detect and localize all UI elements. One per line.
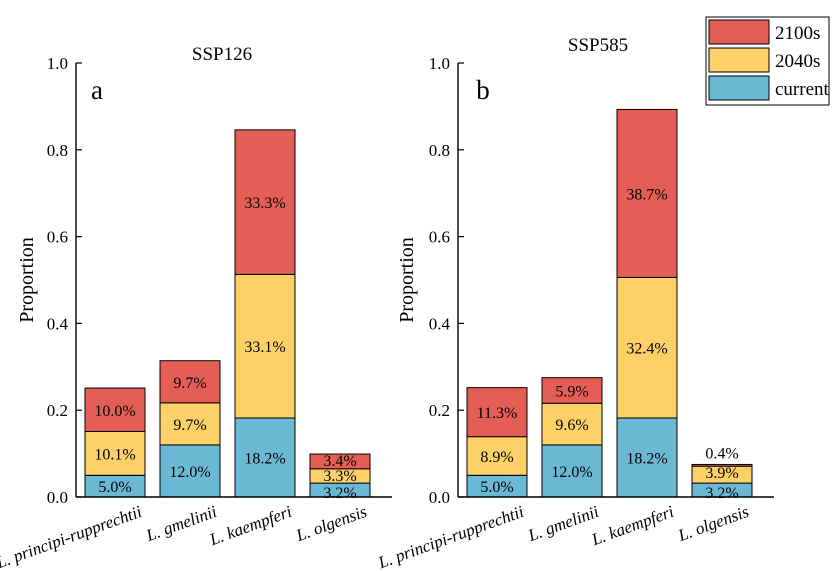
bar-current [234, 417, 296, 498]
y-axis-title: Proportion [16, 237, 38, 323]
bar-2040s [541, 402, 603, 446]
bar-current [541, 444, 603, 498]
bar-current [616, 417, 678, 498]
panel-title: SSP126 [192, 44, 252, 65]
data-label-2100s: 11.3% [477, 405, 518, 422]
data-label-2040s: 33.1% [244, 339, 285, 356]
data-label-2040s: 3.9% [705, 465, 738, 482]
bar-2100s [691, 463, 753, 467]
y-tick-label: 0.2 [429, 401, 450, 420]
legend-swatch-2040s [708, 47, 770, 73]
data-label-current: 5.0% [480, 479, 513, 496]
data-label-2100s: 33.3% [244, 195, 285, 212]
x-category-label: L. kaempferi [588, 502, 676, 550]
data-label-2040s: 32.4% [626, 341, 667, 358]
data-label-current: 12.0% [551, 464, 592, 481]
y-tick-label: 0.4 [47, 314, 69, 333]
y-tick-label: 0.8 [429, 141, 450, 160]
y-tick-label: 0.8 [47, 141, 68, 160]
panel-title: SSP585 [568, 35, 628, 56]
data-label-2040s: 9.6% [555, 417, 588, 434]
data-label-2100s: 10.0% [94, 403, 135, 420]
data-label-current: 3.2% [705, 485, 738, 502]
y-axis-title: Proportion [396, 237, 418, 323]
data-label-2100s: 3.4% [323, 453, 356, 470]
bar-2040s [84, 430, 146, 476]
y-tick-label: 0.0 [47, 488, 68, 507]
y-tick-label: 0.2 [47, 401, 68, 420]
bar-2100s [234, 129, 296, 275]
bar-2100s [84, 387, 146, 432]
y-tick-label: 0.6 [47, 228, 68, 247]
legend-label-current: current [775, 79, 830, 100]
y-tick-label: 0.4 [429, 314, 451, 333]
x-category-label: L. principi-rupprechtii [375, 502, 527, 571]
data-label-2040s: 3.3% [323, 468, 356, 485]
legend-swatch-2100s [708, 19, 770, 45]
data-label-2100s: 9.7% [173, 375, 206, 392]
y-tick-label: 0.6 [429, 228, 450, 247]
data-label-current: 5.0% [98, 479, 131, 496]
legend-label-2040s: 2040s [775, 51, 820, 72]
x-category-label: L. gmelinii [143, 502, 220, 545]
data-label-2100s: 38.7% [626, 186, 667, 203]
x-category-label: L. gmelinii [525, 502, 602, 545]
bar-2100s [541, 377, 603, 404]
data-label-2040s: 8.9% [480, 449, 513, 466]
data-label-2040s: 9.7% [173, 417, 206, 434]
data-label-2040s: 10.1% [94, 446, 135, 463]
legend-label-2100s: 2100s [775, 23, 820, 44]
data-label-current: 18.2% [626, 451, 667, 468]
bar-2100s [466, 387, 528, 438]
y-tick-label: 1.0 [47, 54, 68, 73]
bar-2040s [159, 402, 221, 446]
data-label-current: 12.0% [169, 464, 210, 481]
y-tick-label: 0.0 [429, 488, 450, 507]
bar-2040s [466, 436, 528, 476]
bar-2100s [616, 108, 678, 278]
data-label-current: 3.2% [323, 485, 356, 502]
bar-2100s [159, 360, 221, 404]
data-label-2100s: 5.9% [555, 383, 588, 400]
x-category-label: L. kaempferi [206, 502, 294, 550]
panel-letter: a [91, 75, 103, 105]
panel-letter: b [476, 75, 490, 105]
data-label-current: 18.2% [244, 451, 285, 468]
x-category-label: L. olgensis [675, 502, 752, 546]
x-category-label: L. olgensis [293, 502, 370, 546]
x-category-label: L. principi-rupprechtii [0, 502, 145, 571]
y-tick-label: 1.0 [429, 54, 450, 73]
bar-2100s [309, 453, 371, 470]
legend-swatch-current [708, 75, 770, 101]
data-label-2100s: 0.4% [705, 445, 738, 462]
